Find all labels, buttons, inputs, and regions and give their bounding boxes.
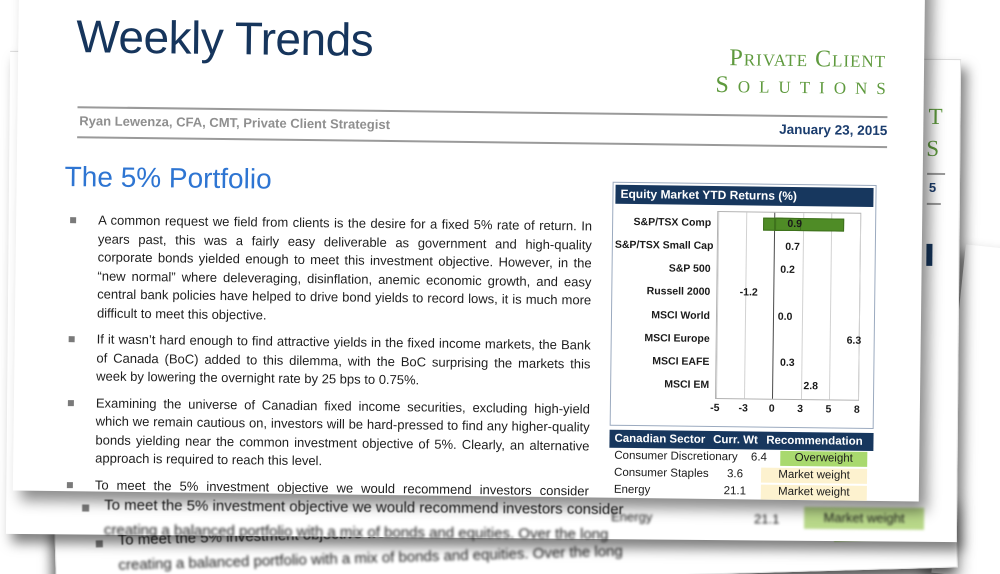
bullet-item: Examining the universe of Canadian fixed…: [53, 393, 590, 474]
x-axis-tick-label: -5: [710, 401, 720, 415]
energy-row-sector: Energy: [611, 509, 653, 525]
report-date: January 23, 2015: [779, 121, 888, 139]
repeated-bullet-line: To meet the 5% investment objective we w…: [104, 496, 624, 519]
logo-fragment-t: T: [928, 103, 943, 129]
bullet-item: If it wasn’t hard enough to find attract…: [54, 330, 591, 392]
x-axis-tick-label: 3: [797, 403, 804, 416]
equity-returns-chart: Equity Market YTD Returns (%) -5 -3 0 3 5 8 S&…: [609, 181, 877, 429]
category-label: MSCI Europe: [644, 332, 710, 345]
category-label: MSCI EAFE: [652, 355, 710, 369]
gridline: [715, 212, 719, 399]
report-title: Weekly Trends: [76, 10, 374, 66]
rule-fragment: [926, 202, 941, 205]
bar-value-label: 0.0: [777, 310, 793, 323]
energy-row-recommendation: Market weight: [803, 506, 925, 530]
cell-weight: 6.4: [750, 451, 768, 464]
cell-sector: Energy: [613, 483, 651, 497]
header-divider: [77, 136, 888, 149]
col-header-sector: Canadian Sector: [614, 432, 706, 446]
bullet-list: A common request we field from clients i…: [52, 211, 593, 501]
bar-value-label: 2.8: [803, 380, 819, 393]
energy-row-weight: 21.1: [754, 511, 780, 527]
logo-line1: Private Client: [729, 45, 887, 74]
zero-axis-line: [772, 212, 776, 399]
bar-Russell 2000: [763, 217, 776, 231]
logo-line2: Solutions: [715, 71, 895, 101]
section-title: The 5% Portfolio: [64, 161, 272, 195]
cell-sector: Consumer Discretionary: [614, 449, 738, 464]
cell-recommendation: Overweight: [780, 450, 868, 467]
gridline: [743, 212, 748, 399]
chart-plot: -5 -3 0 3 5 8 S&P/TSX Comp 0.9 S&P/TSX Small Cap…: [613, 204, 874, 425]
cell-weight: 21.1: [723, 485, 747, 498]
bar-value-label: 6.3: [846, 334, 862, 347]
bar-value-label: 0.3: [779, 356, 795, 370]
rule-fragment: [927, 172, 946, 176]
bullet-item: A common request we field from clients i…: [55, 211, 592, 329]
author-byline: Ryan Lewenza, CFA, CMT, Private Client S…: [79, 113, 391, 133]
gridline: [829, 213, 833, 400]
canadian-sector-table: Canadian Sector Curr. Wt Recommendation …: [609, 429, 874, 502]
col-header-weight: Curr. Wt: [713, 433, 758, 447]
category-label: S&P 500: [668, 262, 711, 276]
gridline: [857, 213, 861, 400]
category-label: S&P/TSX Comp: [633, 215, 712, 229]
cell-weight: 3.6: [726, 468, 744, 481]
bullet-square-icon: [82, 504, 90, 512]
gridline: [800, 213, 804, 400]
bullet-square-icon: [95, 540, 103, 548]
x-axis-tick-label: -3: [738, 402, 749, 415]
category-label: Russell 2000: [646, 285, 711, 299]
category-label: MSCI EM: [664, 378, 710, 392]
cell-recommendation: Market weight: [760, 467, 868, 484]
col-header-recommendation: Recommendation: [766, 434, 863, 448]
bar-value-label: 0.7: [785, 240, 800, 253]
x-axis-tick-label: 5: [825, 403, 832, 416]
cell-recommendation: Market weight: [760, 484, 867, 501]
front-page: Weekly Trends Private Client Solutions R…: [12, 0, 926, 502]
bar-value-label: 0.2: [780, 263, 795, 277]
x-axis-tick-label: 0: [768, 402, 775, 415]
logo-fragment-s: S: [926, 135, 940, 161]
bar-value-label: 0.9: [787, 217, 803, 230]
x-axis-tick-label: 8: [853, 403, 860, 416]
repeated-bullet-line-blurred: creating a balanced portfolio with a mix…: [118, 542, 623, 574]
chart-header-edge-fragment: [926, 243, 933, 266]
category-label: MSCI World: [651, 308, 711, 322]
chart-plot-area: [714, 211, 862, 401]
date-fragment-5: 5: [928, 179, 937, 195]
cell-sector: Consumer Staples: [614, 466, 709, 480]
category-label: S&P/TSX Small Cap: [614, 238, 714, 252]
bar-value-label: -1.2: [739, 286, 758, 299]
private-client-solutions-logo: Private Client Solutions: [715, 45, 895, 101]
